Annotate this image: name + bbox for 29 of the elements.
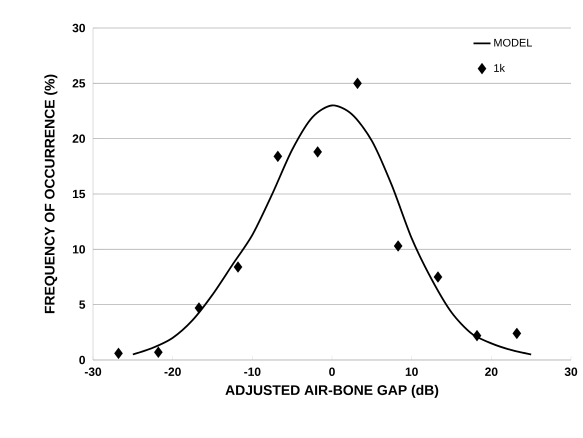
point (353, 78, 362, 90)
point (274, 150, 282, 162)
x-tick-label: -20 (164, 368, 181, 376)
x-tick-label: -10 (244, 368, 260, 376)
y-axis-title: FREQUENCY OF OCCURRENCE (%) (44, 74, 58, 314)
point (114, 348, 123, 360)
y-tick-label: 25 (72, 79, 86, 88)
point (434, 271, 442, 283)
point (194, 302, 204, 314)
point (313, 146, 322, 158)
point (394, 240, 402, 252)
x-tick-label: 0 (329, 368, 335, 376)
x-axis-title: ADJUSTED AIR-BONE GAP (dB) (225, 384, 438, 398)
x-tick-label: 20 (485, 368, 498, 376)
point (234, 261, 242, 273)
x-tick-label: 30 (564, 368, 578, 376)
point (154, 346, 163, 358)
y-tick-label: 10 (72, 245, 85, 254)
y-tick-label: 5 (79, 300, 86, 309)
x-tick-label: 10 (406, 368, 418, 376)
y-tick-label: 20 (72, 134, 85, 143)
x-tick-label: -30 (84, 368, 102, 376)
legend-label: 1k (494, 64, 505, 72)
y-tick-label: 30 (72, 24, 85, 32)
legend-label: MODEL (494, 38, 532, 47)
point (472, 330, 482, 342)
y-tick-label: 0 (79, 356, 85, 364)
point (512, 328, 522, 340)
y-tick-label: 15 (72, 190, 86, 198)
